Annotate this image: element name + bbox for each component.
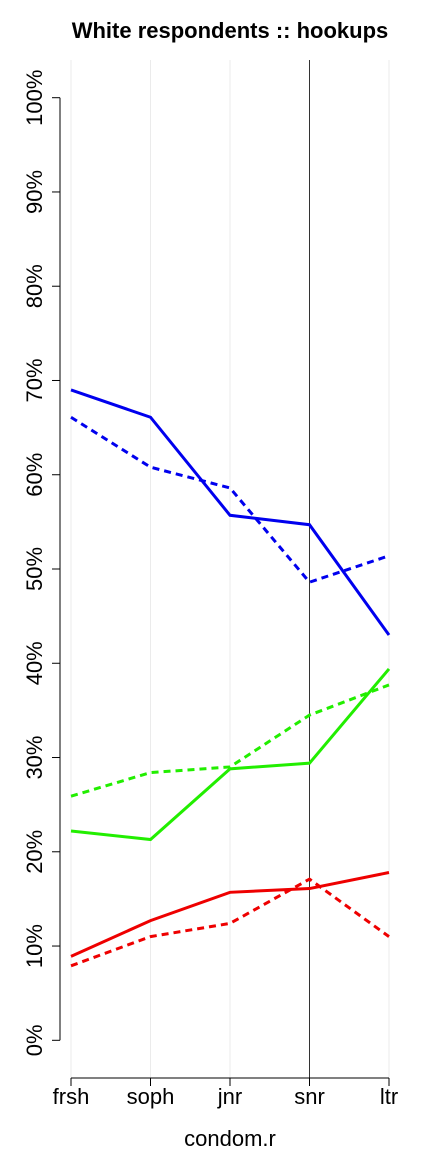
y-tick-label: 80%	[22, 264, 47, 308]
y-tick-label: 30%	[22, 735, 47, 779]
y-tick-label: 10%	[22, 924, 47, 968]
y-tick-label: 90%	[22, 170, 47, 214]
series-line	[70, 877, 390, 968]
series-line	[70, 683, 390, 798]
y-tick-label: 100%	[22, 70, 47, 126]
y-tick-label: 0%	[22, 1024, 47, 1056]
series-line	[70, 667, 391, 842]
series-line	[70, 388, 391, 636]
x-tick-label: soph	[127, 1084, 175, 1109]
y-tick-label: 70%	[22, 358, 47, 402]
series-line	[70, 415, 390, 584]
chart-title: White respondents :: hookups	[72, 18, 389, 43]
series-line	[70, 871, 390, 958]
x-axis-label: condom.r	[184, 1126, 276, 1151]
x-tick-label: snr	[294, 1084, 325, 1109]
y-tick-label: 20%	[22, 830, 47, 874]
x-tick-label: ltr	[380, 1084, 398, 1109]
x-tick-label: jnr	[217, 1084, 242, 1109]
y-tick-label: 50%	[22, 547, 47, 591]
x-tick-label: frsh	[53, 1084, 90, 1109]
y-tick-label: 40%	[22, 641, 47, 685]
y-tick-label: 60%	[22, 453, 47, 497]
